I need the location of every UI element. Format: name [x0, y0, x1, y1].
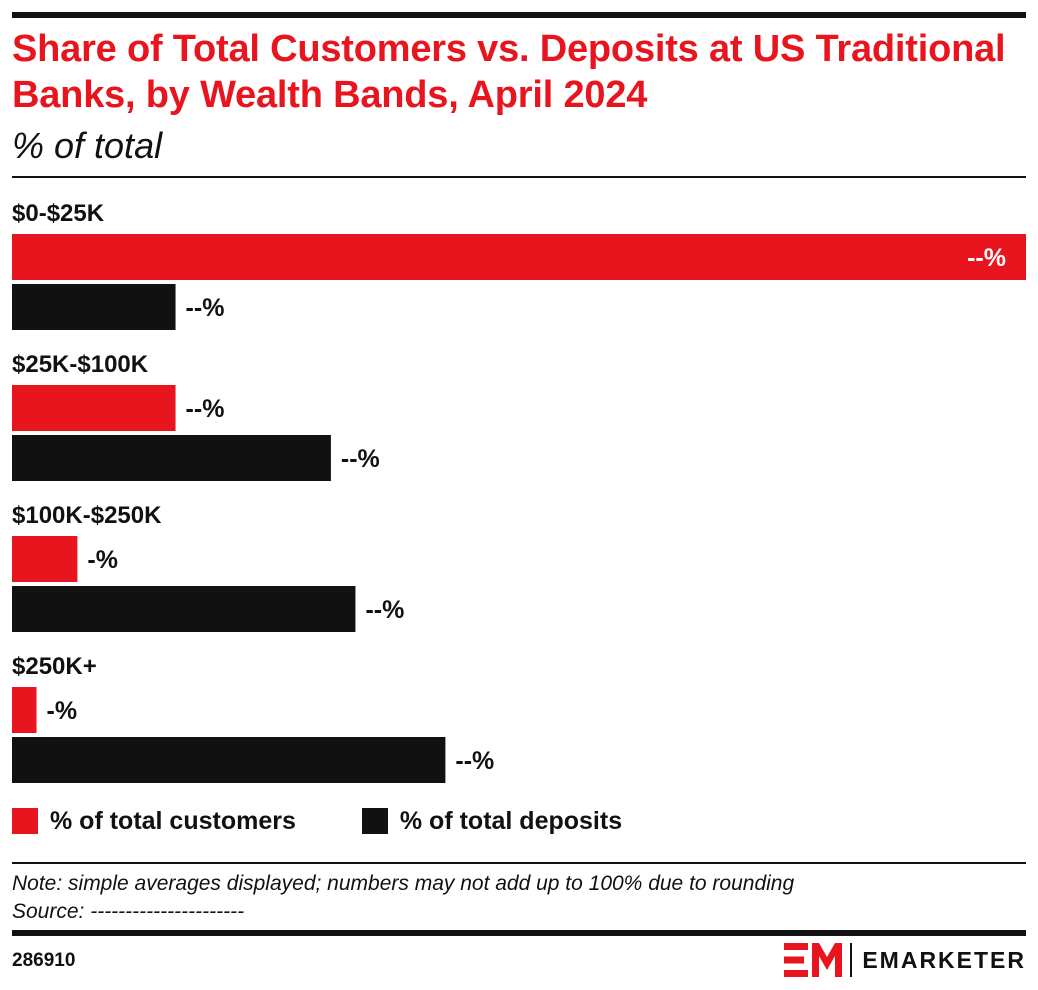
chart-legend: % of total customers % of total deposits — [12, 804, 688, 838]
bar-chart: $0-$25K --% --% $25K-$100K --% --% $100K-$250K… — [12, 200, 1026, 783]
data-label: --% — [186, 395, 225, 423]
legend-item-customers: % of total customers — [12, 807, 296, 836]
brand-name: EMARKETER — [862, 946, 1026, 973]
bar-customers — [12, 536, 78, 582]
category-label: $250K+ — [12, 653, 97, 680]
data-label: --% — [455, 747, 494, 775]
chart-id: 286910 — [12, 950, 76, 971]
category-label: $0-$25K — [12, 200, 105, 227]
brand-logo: EMARKETER — [784, 942, 1026, 978]
bar-customers — [12, 234, 1026, 280]
bar-deposits — [12, 586, 356, 632]
category-label: $100K-$250K — [12, 502, 162, 529]
legend-swatch-deposits — [361, 808, 388, 834]
header-divider — [12, 176, 1026, 178]
bar-deposits — [12, 284, 176, 330]
legend-label-customers: % of total customers — [50, 806, 296, 835]
emarketer-logo-icon — [784, 943, 843, 977]
bar-customers — [12, 687, 37, 733]
data-label: -% — [47, 697, 78, 725]
legend-swatch-customers — [12, 808, 38, 834]
legend-label-deposits: % of total deposits — [399, 806, 623, 835]
footnotes: Note: simple averages displayed; numbers… — [12, 870, 794, 926]
note-text: Note: simple averages displayed; numbers… — [12, 872, 795, 895]
bar-deposits — [12, 737, 446, 783]
bar-deposits — [12, 435, 331, 481]
source-text: Source: ---------------------- — [12, 900, 245, 923]
bar-customers — [12, 385, 176, 431]
data-label: --% — [341, 445, 380, 473]
data-label: --% — [186, 294, 225, 322]
data-label: --% — [365, 596, 404, 624]
bottom-rule — [12, 930, 1026, 936]
chart-title: Share of Total Customers vs. Deposits at… — [12, 28, 1006, 116]
data-label: --% — [967, 244, 1006, 272]
data-label: -% — [87, 546, 118, 574]
top-rule — [12, 12, 1026, 18]
legend-item-deposits: % of total deposits — [361, 806, 623, 836]
category-label: $25K-$100K — [12, 351, 149, 378]
brand-divider — [850, 943, 853, 977]
chart-subtitle: % of total — [12, 125, 163, 166]
footer-divider — [12, 862, 1026, 864]
